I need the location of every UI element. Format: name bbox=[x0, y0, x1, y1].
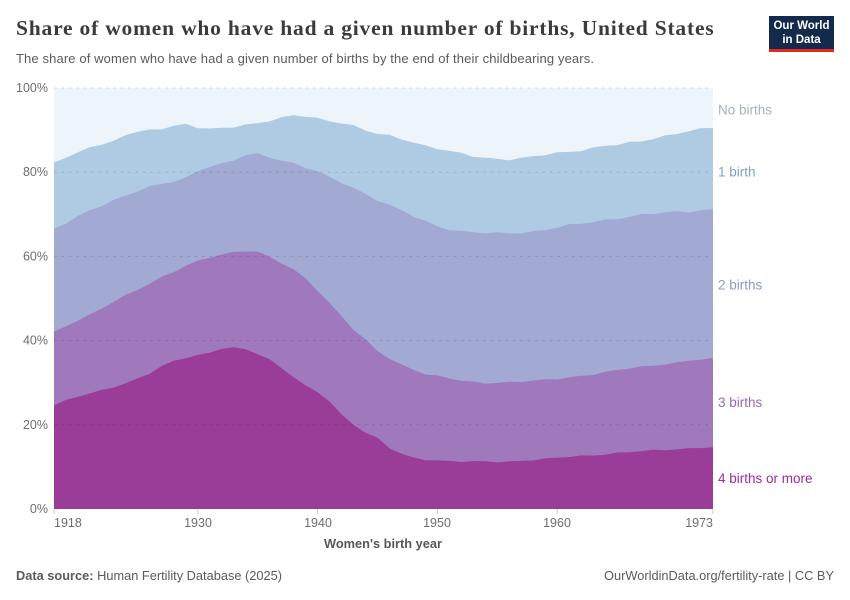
svg-text:Women's birth year: Women's birth year bbox=[324, 536, 442, 551]
svg-text:1950: 1950 bbox=[423, 516, 451, 530]
svg-text:No births: No births bbox=[718, 103, 772, 118]
svg-text:1960: 1960 bbox=[543, 516, 571, 530]
svg-text:4 births or more: 4 births or more bbox=[718, 471, 813, 486]
svg-text:0%: 0% bbox=[30, 502, 48, 516]
svg-text:80%: 80% bbox=[23, 165, 48, 179]
svg-text:1930: 1930 bbox=[184, 516, 212, 530]
svg-text:100%: 100% bbox=[16, 81, 48, 95]
svg-text:20%: 20% bbox=[23, 418, 48, 432]
svg-text:60%: 60% bbox=[23, 249, 48, 263]
svg-text:3 births: 3 births bbox=[718, 395, 763, 410]
svg-text:1 birth: 1 birth bbox=[718, 165, 756, 180]
svg-text:1940: 1940 bbox=[304, 516, 332, 530]
svg-text:2 births: 2 births bbox=[718, 278, 763, 293]
svg-text:40%: 40% bbox=[23, 334, 48, 348]
svg-text:1918: 1918 bbox=[54, 516, 82, 530]
svg-text:1973: 1973 bbox=[685, 516, 713, 530]
